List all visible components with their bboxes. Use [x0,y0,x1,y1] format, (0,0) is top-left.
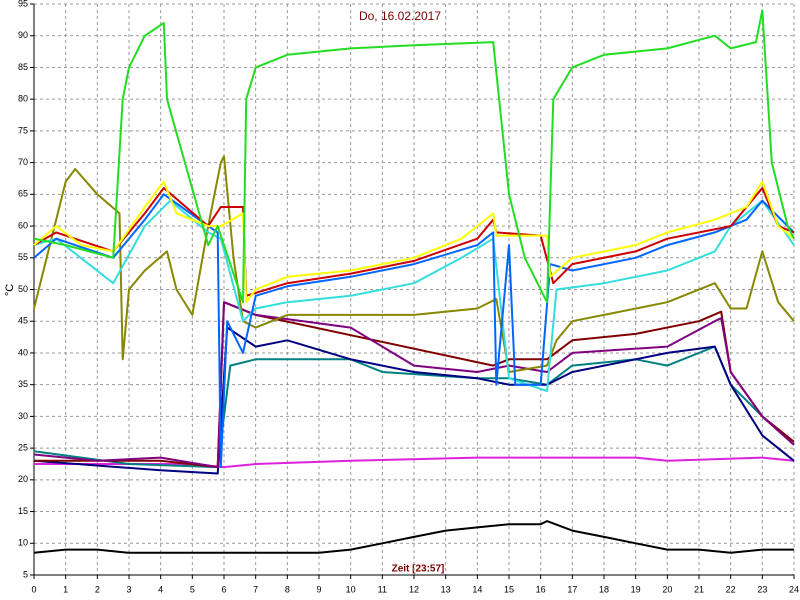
y-tick-label: 70 [18,157,28,167]
y-tick-label: 90 [18,30,28,40]
y-tick-label: 10 [18,538,28,548]
x-tick-label: 2 [95,584,100,594]
y-tick-label: 25 [18,442,28,452]
x-tick-label: 15 [504,584,514,594]
y-tick-label: 85 [18,62,28,72]
x-tick-label: 1 [63,584,68,594]
x-tick-label: 9 [316,584,321,594]
x-tick-label: 21 [694,584,704,594]
x-tick-label: 23 [757,584,767,594]
x-tick-label: 13 [441,584,451,594]
y-tick-label: 45 [18,316,28,326]
series-line [33,187,795,297]
y-tick-label: 15 [18,506,28,516]
x-axis-label: Zeit [23:57] [392,564,445,575]
series-line [33,193,795,469]
x-tick-label: 17 [567,584,577,594]
x-tick-label: 8 [285,584,290,594]
x-tick-label: 22 [726,584,736,594]
y-tick-label: 55 [18,252,28,262]
series-line [33,180,795,304]
series-line [33,9,795,304]
y-tick-label: 35 [18,379,28,389]
x-tick-label: 19 [631,584,641,594]
chart-title: Do, 16.02.2017 [359,9,441,23]
y-tick-label: 20 [18,474,28,484]
x-tick-label: 7 [253,584,258,594]
series-line [33,199,795,392]
series-line [33,301,795,469]
y-axis-label: °C [4,284,16,296]
y-tick-label: 50 [18,284,28,294]
x-tick-label: 12 [409,584,419,594]
x-tick-label: 3 [126,584,131,594]
x-tick-label: 10 [346,584,356,594]
x-tick-label: 0 [31,584,36,594]
y-tick-label: 95 [18,0,28,8]
y-tick-label: 30 [18,411,28,421]
x-tick-label: 18 [599,584,609,594]
y-tick-label: 75 [18,125,28,135]
x-tick-label: 6 [221,584,226,594]
x-tick-label: 16 [536,584,546,594]
series-line [33,155,795,373]
x-tick-label: 24 [789,584,799,594]
x-tick-label: 4 [158,584,163,594]
y-tick-label: 40 [18,347,28,357]
y-tick-label: 5 [23,569,28,579]
x-tick-label: 11 [378,584,387,594]
x-tick-label: 14 [472,584,482,594]
y-tick-label: 80 [18,94,28,104]
x-tick-label: 20 [662,584,672,594]
y-tick-label: 60 [18,220,28,230]
y-tick-label: 65 [18,189,28,199]
series-line [33,520,794,554]
x-tick-label: 5 [190,584,195,594]
